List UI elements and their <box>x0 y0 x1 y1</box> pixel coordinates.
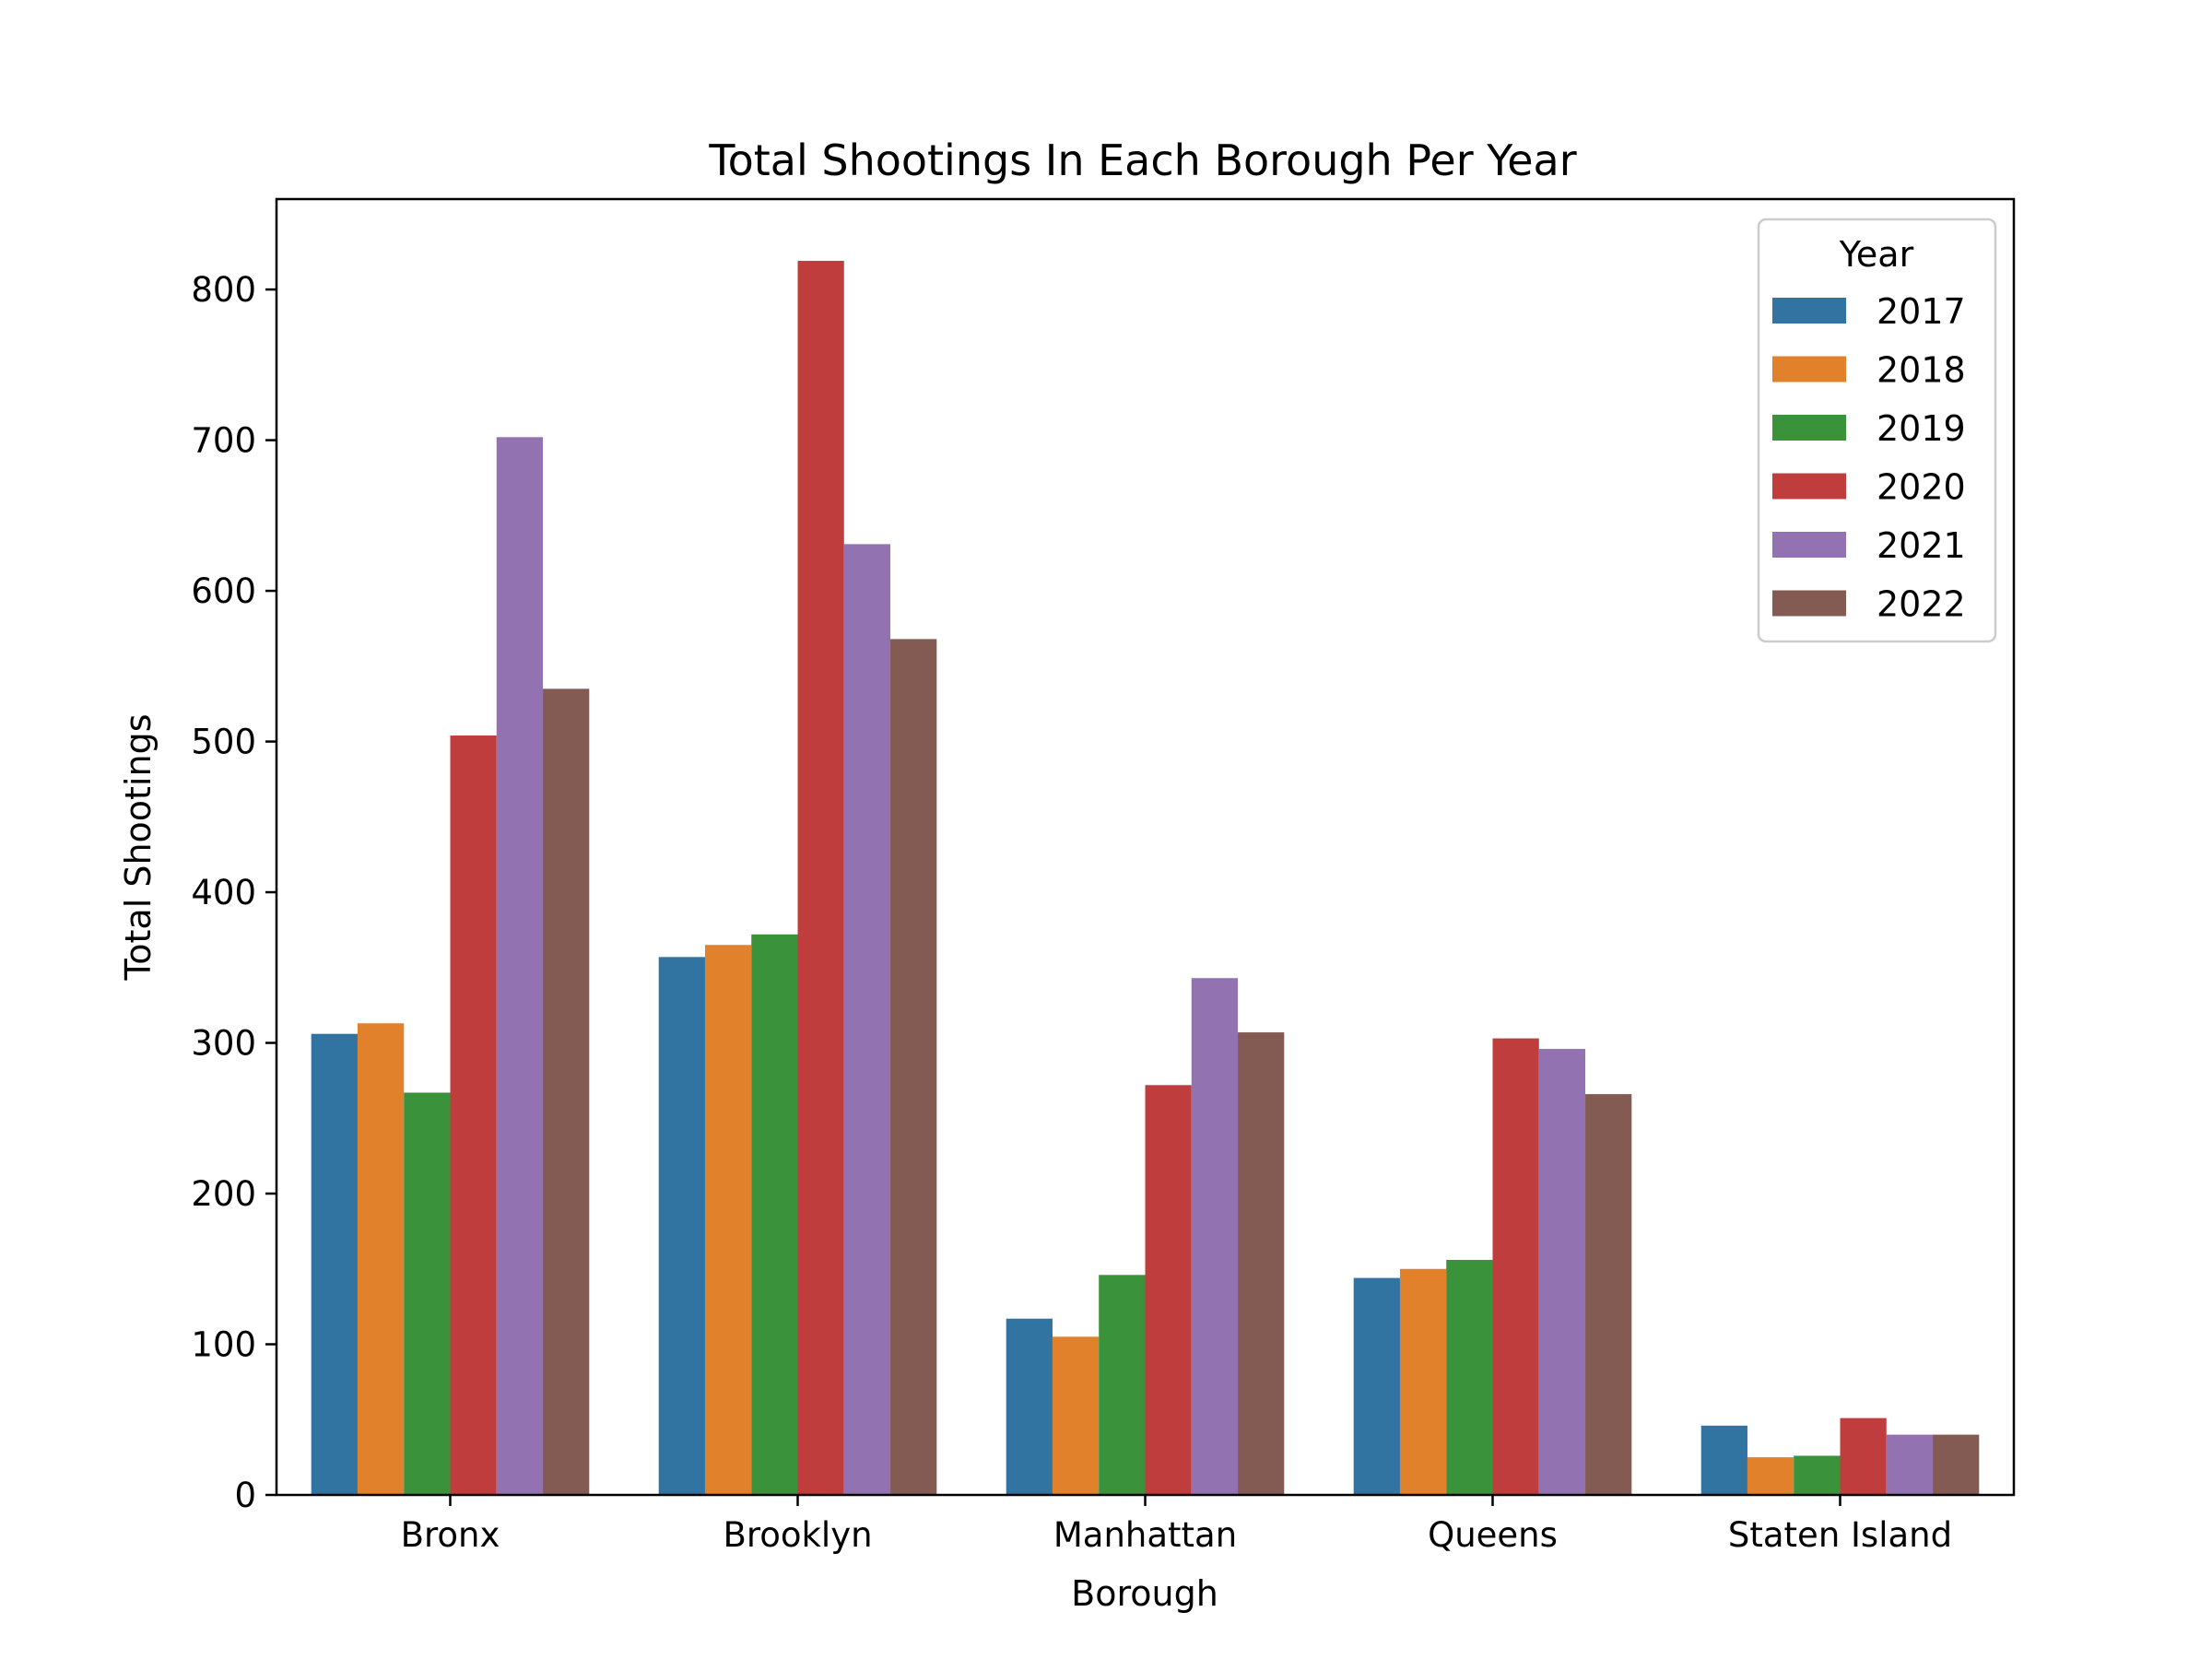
x-tick-label: Brooklyn <box>723 1515 872 1555</box>
bar-manhattan-2021 <box>1191 978 1239 1495</box>
x-axis-label: Borough <box>1071 1573 1218 1614</box>
bar-manhattan-2020 <box>1145 1085 1192 1495</box>
y-tick-label: 300 <box>191 1024 256 1064</box>
bar-manhattan-2018 <box>1052 1336 1100 1495</box>
bar-brooklyn-2022 <box>890 639 937 1495</box>
legend-title: Year <box>1839 234 1914 275</box>
legend-swatch <box>1772 590 1846 617</box>
y-tick-label: 600 <box>191 571 256 611</box>
bar-staten-island-2018 <box>1747 1457 1794 1495</box>
y-tick-label: 700 <box>191 421 256 461</box>
bar-manhattan-2022 <box>1238 1032 1285 1495</box>
bar-queens-2020 <box>1492 1038 1539 1495</box>
legend-label: 2018 <box>1877 350 1966 391</box>
legend: Year 2017 2018 2019 2020 2021 2022 <box>1757 218 1997 643</box>
legend-label: 2022 <box>1877 584 1966 625</box>
bar-brooklyn-2019 <box>751 934 798 1495</box>
bars-group <box>311 261 1980 1495</box>
bar-brooklyn-2018 <box>704 945 752 1495</box>
bar-queens-2019 <box>1446 1259 1493 1495</box>
bar-staten-island-2019 <box>1794 1455 1841 1495</box>
x-tick-label: Staten Island <box>1728 1515 1952 1555</box>
y-tick-label: 800 <box>191 270 256 310</box>
y-axis-label: Total Shootings <box>118 714 159 982</box>
legend-item-2018: 2018 <box>1772 350 1966 391</box>
bar-staten-island-2017 <box>1700 1425 1747 1495</box>
bar-brooklyn-2021 <box>843 544 891 1495</box>
y-axis: 0 100 200 300 400 500 600 700 800 <box>191 270 276 1515</box>
bar-queens-2018 <box>1399 1268 1447 1495</box>
y-tick-label: 100 <box>191 1325 256 1365</box>
bar-manhattan-2017 <box>1006 1318 1053 1495</box>
y-tick-label: 0 <box>234 1476 256 1515</box>
legend-item-2020: 2020 <box>1772 467 1966 508</box>
legend-swatch <box>1772 415 1846 441</box>
legend-label: 2020 <box>1877 467 1966 508</box>
legend-label: 2021 <box>1877 525 1966 566</box>
legend-swatch <box>1772 532 1846 558</box>
x-axis: Bronx Brooklyn Manhattan Queens Staten Islan… <box>401 1495 1952 1555</box>
bar-staten-island-2020 <box>1840 1418 1887 1495</box>
bar-brooklyn-2020 <box>797 261 844 1495</box>
y-tick-label: 200 <box>191 1174 256 1214</box>
y-tick-label: 500 <box>191 723 256 762</box>
legend-swatch <box>1772 473 1846 500</box>
legend-swatch <box>1772 298 1846 324</box>
bar-queens-2017 <box>1353 1277 1400 1495</box>
bar-bronx-2020 <box>450 735 497 1495</box>
bar-bronx-2018 <box>357 1023 405 1495</box>
x-tick-label: Queens <box>1428 1515 1558 1555</box>
x-tick-label: Bronx <box>401 1515 500 1555</box>
legend-swatch <box>1772 356 1846 382</box>
chart-title: Total Shootings In Each Borough Per Year <box>708 135 1576 185</box>
legend-item-2022: 2022 <box>1772 584 1966 625</box>
legend-item-2017: 2017 <box>1772 291 1966 332</box>
bar-staten-island-2021 <box>1886 1434 1934 1495</box>
bar-queens-2022 <box>1585 1094 1632 1495</box>
bar-bronx-2017 <box>311 1033 358 1495</box>
bar-bronx-2022 <box>543 688 590 1495</box>
bar-manhattan-2019 <box>1099 1275 1146 1495</box>
bar-bronx-2021 <box>496 437 544 1495</box>
bar-brooklyn-2017 <box>658 957 705 1495</box>
x-tick-label: Manhattan <box>1053 1515 1237 1555</box>
legend-item-2021: 2021 <box>1772 525 1966 566</box>
bar-staten-island-2022 <box>1933 1434 1980 1495</box>
legend-label: 2017 <box>1877 291 1966 332</box>
bar-queens-2021 <box>1538 1049 1586 1495</box>
legend-items: 2017 2018 2019 2020 2021 2022 <box>1772 291 1966 625</box>
bar-bronx-2019 <box>404 1092 451 1495</box>
legend-label: 2019 <box>1877 408 1966 449</box>
y-tick-label: 400 <box>191 873 256 912</box>
legend-item-2019: 2019 <box>1772 408 1966 449</box>
